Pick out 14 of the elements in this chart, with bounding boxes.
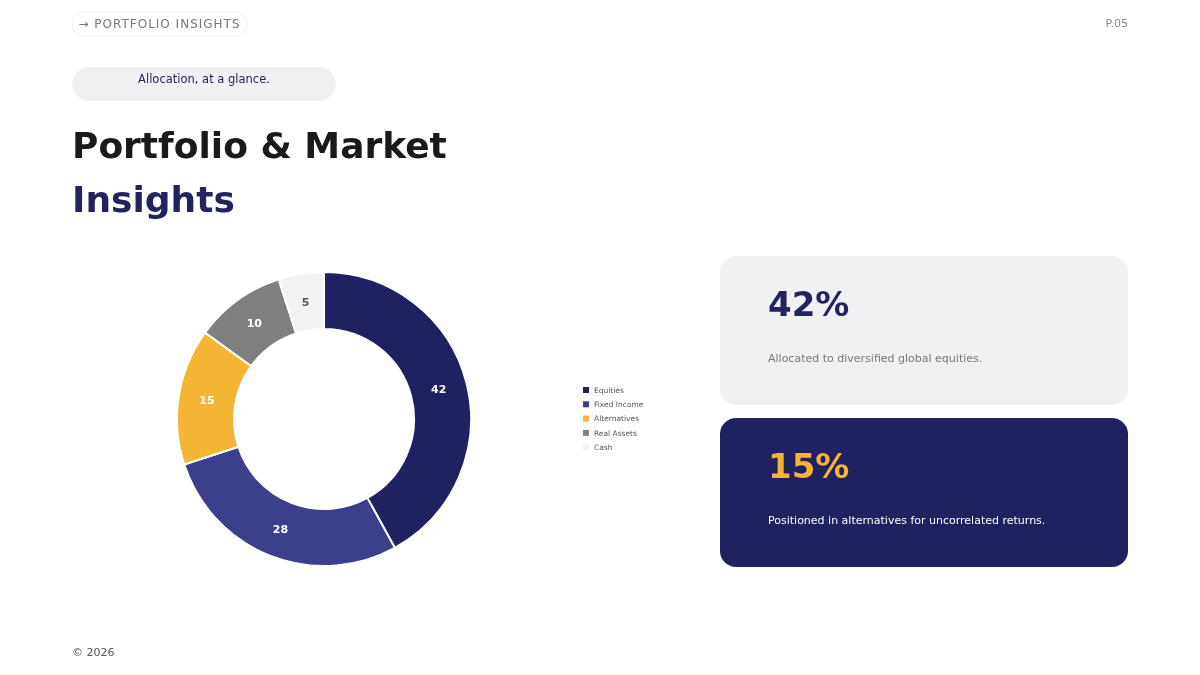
text: © 2026 [72, 646, 115, 659]
text: Allocated to diversified global equities. [768, 352, 983, 365]
chart-title: Portfolio & Market Insights [72, 125, 447, 220]
chart-subtitle: Allocation, at a glance. [138, 72, 270, 86]
data-label: 5 [301, 295, 310, 309]
text: Positioned in alternatives for uncorrelated returns. [768, 514, 1046, 527]
data-label: 15 [199, 394, 215, 408]
data-label: 10 [246, 316, 263, 330]
data-label: 28 [272, 523, 289, 537]
data-label: 42 [431, 383, 447, 397]
text: P.05 [1105, 17, 1128, 30]
text: 42% [768, 284, 850, 324]
text: → PORTFOLIO INSIGHTS [78, 17, 241, 31]
text: 15% [768, 446, 850, 486]
